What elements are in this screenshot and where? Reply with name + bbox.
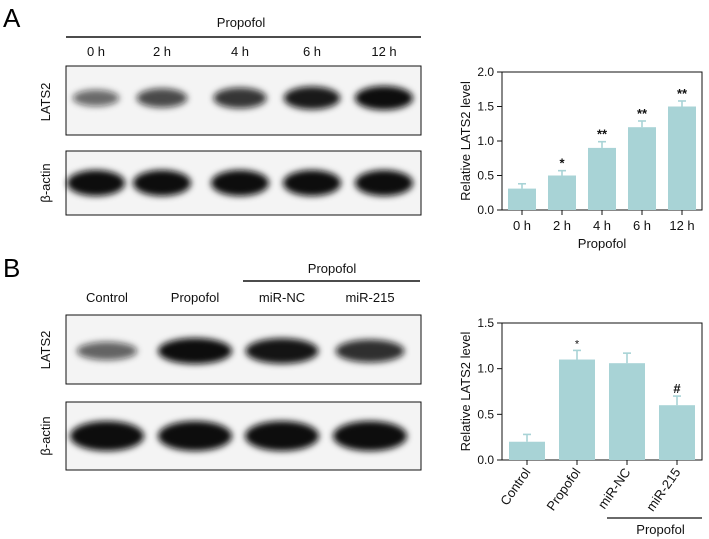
panel-a-lane-label: 0 h [87,44,105,59]
y-tick-label: 0.5 [477,407,494,421]
x-tick-label: Control [497,465,533,508]
bar [508,188,536,210]
lats2-band [335,339,405,363]
x-tick-label: Propofol [543,465,583,513]
lats2-band [136,88,188,108]
lats2-band [72,89,120,107]
bar [628,127,656,210]
panel-b-bands-actin [70,421,407,451]
bar [559,359,595,460]
panel-letter-b: B [3,253,20,283]
lats2-band [76,341,138,361]
actin-band [355,170,413,196]
x-tick-label: 2 h [553,218,571,233]
lats2-band [213,87,267,109]
panel-a-bands-lats2 [72,86,413,110]
panel-a-treatment-label: Propofol [217,15,266,30]
significance-marker: * [575,338,580,350]
panel-a-row-label-lats2: LATS2 [38,83,53,122]
plot-frame [501,322,703,461]
x-tick-label: miR-NC [595,465,634,511]
panel-b-row-label-actin: β-actin [38,416,53,455]
actin-band [67,170,125,196]
panel-a-lane-label: 2 h [153,44,171,59]
bar [609,363,645,460]
panel-b-treatment-label: Propofol [308,261,357,276]
y-tick-label: 1.0 [477,362,494,376]
actin-band [245,421,319,451]
panel-b-lane-label: Propofol [171,290,220,305]
panel-b-row-label-lats2: LATS2 [38,331,53,370]
x-tick-label: 4 h [593,218,611,233]
lats2-band [245,338,319,364]
chart-a: 0.0 0.5 1.0 1.5 2.0 Relative LATS2 level 0 h * 2… [458,65,703,251]
x-axis-label: Propofol [578,236,627,251]
group-bracket-label: Propofol [636,522,685,537]
panel-a-lane-label: 4 h [231,44,249,59]
actin-band [283,170,341,196]
panel-b-lane-label: miR-215 [345,290,394,305]
lats2-band [355,86,413,110]
actin-band [133,170,191,196]
panel-b-lane-label: Control [86,290,128,305]
y-tick-label: 1.5 [477,316,494,330]
bar [509,441,545,460]
significance-marker: ** [677,86,688,101]
y-axis-label: Relative LATS2 level [458,81,473,201]
y-tick-label: 2.0 [477,65,494,79]
actin-band [211,170,269,196]
panel-b-lane-label: miR-NC [259,290,305,305]
bar [668,106,696,210]
y-tick-label: 1.0 [477,134,494,148]
actin-band [333,421,407,451]
chart-b: 0.0 0.5 1.0 1.5 Relative LATS2 level Control *… [458,316,703,537]
bar [548,175,576,210]
bar [659,405,695,460]
panel-a-bands-actin [67,170,413,196]
significance-marker: * [559,156,565,171]
significance-marker: ** [597,127,608,142]
panel-b-lane-labels: Control Propofol miR-NC miR-215 [86,290,395,305]
actin-band [70,421,144,451]
x-tick-label: miR-215 [643,465,683,514]
lats2-band [283,86,341,110]
x-tick-label: 12 h [669,218,694,233]
panel-a-lane-labels: 0 h 2 h 4 h 6 h 12 h [87,44,397,59]
x-tick-label: 6 h [633,218,651,233]
lats2-band [158,338,232,364]
y-tick-label: 0.0 [477,203,494,217]
bar [588,147,616,210]
panel-a-row-label-actin: β-actin [38,163,53,202]
y-tick-label: 1.5 [477,100,494,114]
panel-a-lane-label: 12 h [371,44,396,59]
y-tick-label: 0.5 [477,169,494,183]
y-axis-label: Relative LATS2 level [458,332,473,452]
y-tick-label: 0.0 [477,453,494,467]
actin-band [158,421,232,451]
panel-letter-a: A [3,3,21,33]
panel-b-bands-lats2 [76,338,405,364]
x-tick-label: 0 h [513,218,531,233]
significance-marker: # [673,381,681,396]
panel-a-lane-label: 6 h [303,44,321,59]
significance-marker: ** [637,106,648,121]
